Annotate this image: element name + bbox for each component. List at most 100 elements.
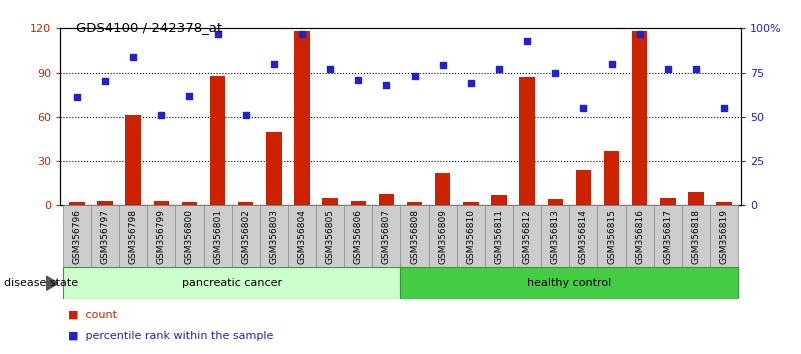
Bar: [626, 205, 654, 267]
Bar: [63, 205, 91, 267]
Bar: [69, 202, 85, 205]
Text: GSM356815: GSM356815: [607, 209, 616, 264]
Bar: [63, 267, 400, 299]
Text: pancreatic cancer: pancreatic cancer: [182, 278, 282, 288]
Point: [634, 31, 646, 36]
Bar: [372, 205, 400, 267]
Point: [380, 82, 392, 88]
Bar: [457, 205, 485, 267]
Text: GSM356807: GSM356807: [382, 209, 391, 264]
Point: [409, 73, 421, 79]
Bar: [379, 194, 394, 205]
Text: GSM356812: GSM356812: [522, 209, 532, 264]
Point: [211, 31, 224, 36]
Bar: [126, 115, 141, 205]
Bar: [576, 170, 591, 205]
Bar: [513, 205, 541, 267]
Bar: [435, 173, 450, 205]
Bar: [632, 31, 647, 205]
Point: [493, 66, 505, 72]
Bar: [316, 205, 344, 267]
Point: [549, 70, 562, 75]
Bar: [288, 205, 316, 267]
Text: GSM356804: GSM356804: [297, 209, 307, 264]
Point: [605, 61, 618, 67]
Point: [718, 105, 731, 111]
Bar: [519, 77, 535, 205]
Point: [127, 54, 139, 59]
Bar: [154, 201, 169, 205]
Bar: [260, 205, 288, 267]
Point: [465, 80, 477, 86]
Text: ■  percentile rank within the sample: ■ percentile rank within the sample: [68, 331, 273, 341]
Bar: [570, 205, 598, 267]
Bar: [91, 205, 119, 267]
Text: GSM356806: GSM356806: [354, 209, 363, 264]
Bar: [119, 205, 147, 267]
Bar: [429, 205, 457, 267]
Text: ■  count: ■ count: [68, 310, 117, 320]
Text: GSM356808: GSM356808: [410, 209, 419, 264]
Point: [437, 63, 449, 68]
Bar: [660, 198, 675, 205]
Point: [296, 31, 308, 36]
Text: GSM356814: GSM356814: [579, 209, 588, 264]
Bar: [400, 267, 738, 299]
Bar: [351, 201, 366, 205]
Point: [268, 61, 280, 67]
Bar: [238, 202, 253, 205]
Bar: [175, 205, 203, 267]
Bar: [654, 205, 682, 267]
Bar: [682, 205, 710, 267]
Text: GSM356818: GSM356818: [691, 209, 700, 264]
Bar: [710, 205, 738, 267]
Bar: [541, 205, 570, 267]
Point: [352, 77, 364, 82]
Text: disease state: disease state: [4, 278, 78, 288]
Bar: [548, 199, 563, 205]
Text: GSM356811: GSM356811: [494, 209, 504, 264]
Text: GDS4100 / 242378_at: GDS4100 / 242378_at: [76, 21, 222, 34]
Bar: [147, 205, 175, 267]
Text: GSM356799: GSM356799: [157, 209, 166, 264]
Text: GSM356800: GSM356800: [185, 209, 194, 264]
Bar: [182, 202, 197, 205]
Bar: [294, 31, 310, 205]
Text: GSM356805: GSM356805: [326, 209, 335, 264]
Bar: [491, 195, 507, 205]
Bar: [688, 192, 703, 205]
Text: GSM356816: GSM356816: [635, 209, 644, 264]
Text: GSM356797: GSM356797: [101, 209, 110, 264]
Text: GSM356796: GSM356796: [72, 209, 82, 264]
Point: [183, 93, 196, 98]
Point: [324, 66, 336, 72]
Bar: [463, 202, 478, 205]
Point: [521, 38, 533, 44]
Bar: [598, 205, 626, 267]
Bar: [407, 202, 422, 205]
Point: [662, 66, 674, 72]
Bar: [210, 75, 225, 205]
Point: [155, 112, 167, 118]
Point: [577, 105, 590, 111]
Point: [70, 95, 83, 100]
Polygon shape: [46, 276, 58, 290]
Text: GSM356803: GSM356803: [269, 209, 279, 264]
Point: [99, 79, 111, 84]
Point: [690, 66, 702, 72]
Text: GSM356802: GSM356802: [241, 209, 250, 264]
Bar: [323, 198, 338, 205]
Text: GSM356801: GSM356801: [213, 209, 222, 264]
Bar: [485, 205, 513, 267]
Bar: [203, 205, 231, 267]
Text: GSM356819: GSM356819: [719, 209, 729, 264]
Bar: [716, 202, 732, 205]
Text: healthy control: healthy control: [527, 278, 611, 288]
Bar: [266, 132, 282, 205]
Point: [239, 112, 252, 118]
Text: GSM356810: GSM356810: [466, 209, 475, 264]
Text: GSM356813: GSM356813: [551, 209, 560, 264]
Text: GSM356798: GSM356798: [129, 209, 138, 264]
Bar: [604, 151, 619, 205]
Bar: [231, 205, 260, 267]
